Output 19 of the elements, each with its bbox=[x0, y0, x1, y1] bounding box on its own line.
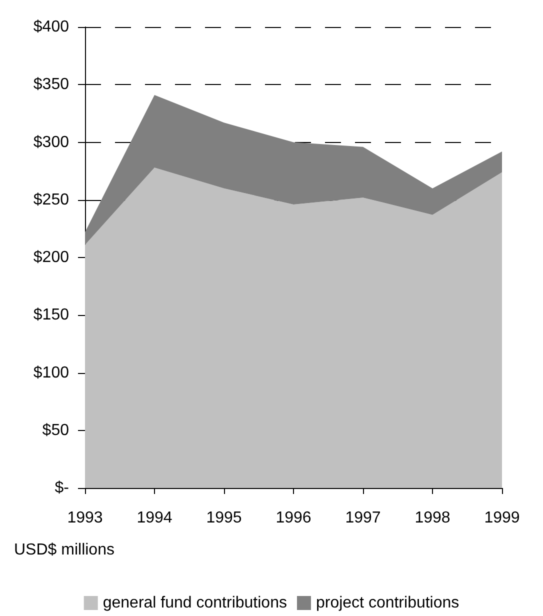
y-tick-label: $- bbox=[54, 480, 69, 496]
y-tick-label: $200 bbox=[33, 249, 70, 266]
x-tick-label: 1994 bbox=[136, 510, 172, 526]
y-tick-label: $150 bbox=[33, 306, 70, 324]
y-tick-label: $50 bbox=[42, 422, 70, 439]
x-tick-label: 1999 bbox=[484, 510, 520, 526]
x-tick-label: 1996 bbox=[276, 510, 312, 526]
y-tick-label: $100 bbox=[33, 364, 70, 382]
y-tick-label: $350 bbox=[33, 76, 70, 94]
x-tick-label: 1995 bbox=[206, 510, 242, 526]
x-tick-label: 1997 bbox=[345, 510, 381, 526]
legend-label: general fund contributions bbox=[102, 594, 287, 612]
legend-label: project contributions bbox=[316, 594, 460, 612]
y-tick-label: $300 bbox=[33, 134, 70, 151]
y-tick-label: $400 bbox=[33, 18, 70, 36]
x-tick-label: 1993 bbox=[67, 510, 103, 526]
y-tick-label: $250 bbox=[33, 191, 70, 208]
x-tick-label: 1998 bbox=[414, 510, 450, 526]
text: USD$ millions bbox=[14, 542, 114, 558]
